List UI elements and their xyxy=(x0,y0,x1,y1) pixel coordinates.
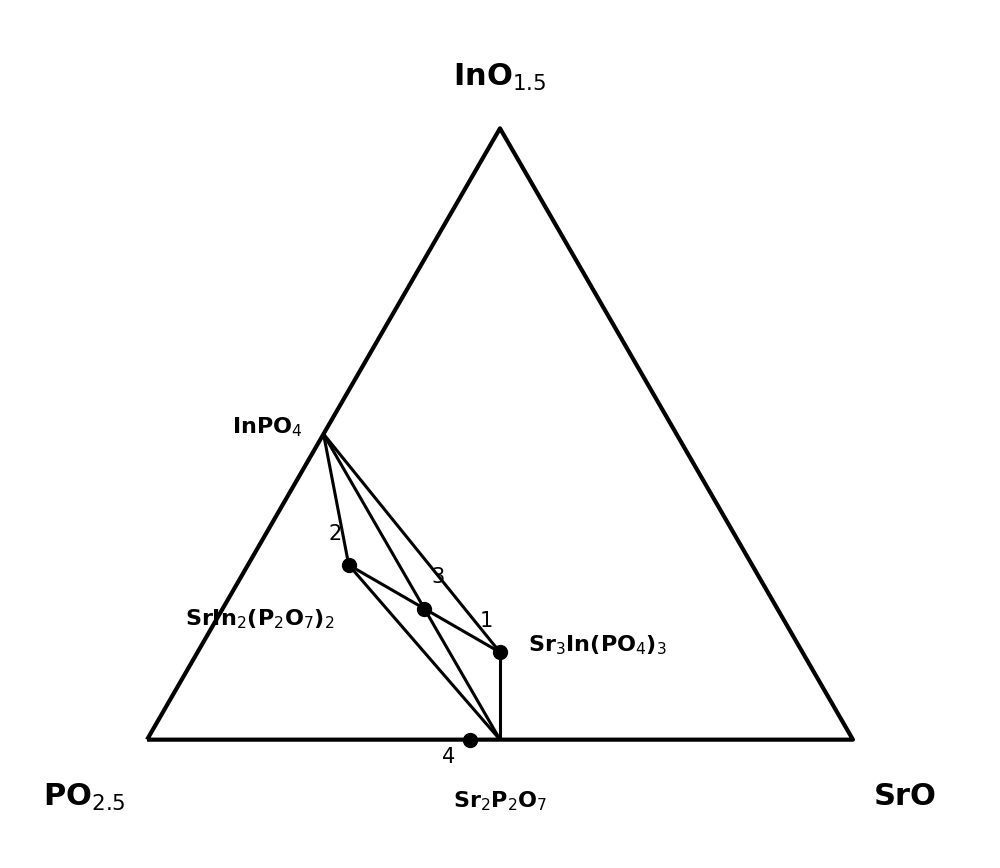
Text: InPO$_4$: InPO$_4$ xyxy=(232,415,302,438)
Text: PO$_{2.5}$: PO$_{2.5}$ xyxy=(43,782,126,813)
Text: Sr$_2$P$_2$O$_7$: Sr$_2$P$_2$O$_7$ xyxy=(453,789,547,812)
Text: 4: 4 xyxy=(442,746,456,766)
Text: SrIn$_2$(P$_2$O$_7$)$_2$: SrIn$_2$(P$_2$O$_7$)$_2$ xyxy=(185,608,335,631)
Text: InO$_{1.5}$: InO$_{1.5}$ xyxy=(453,62,547,93)
Text: SrO: SrO xyxy=(874,782,937,811)
Text: 1: 1 xyxy=(480,611,493,631)
Text: Sr$_3$In(PO$_4$)$_3$: Sr$_3$In(PO$_4$)$_3$ xyxy=(528,634,667,657)
Text: 3: 3 xyxy=(431,568,445,588)
Text: 2: 2 xyxy=(328,523,342,544)
